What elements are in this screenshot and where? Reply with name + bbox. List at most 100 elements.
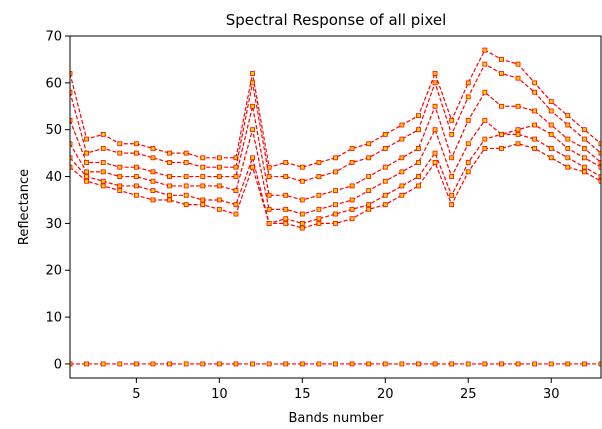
series-4-point	[150, 188, 156, 194]
series-5-point	[283, 220, 289, 226]
series-5-point	[465, 169, 471, 175]
series-4-point	[582, 164, 587, 170]
series-line-1	[70, 63, 601, 182]
series-5-point	[299, 225, 305, 231]
series-5-point	[183, 202, 189, 208]
series-1-point	[465, 94, 471, 100]
series-2-point	[84, 160, 89, 165]
series-2-point	[366, 174, 372, 179]
series-4-point	[84, 174, 89, 179]
series-0-point	[399, 122, 405, 128]
series-2-point	[167, 174, 172, 179]
series-6-point	[316, 361, 322, 367]
series-0-point	[150, 146, 156, 151]
series-1-point	[100, 146, 106, 151]
y-tick-label: 70	[45, 30, 62, 45]
series-3-point	[465, 141, 471, 147]
series-6-point	[216, 361, 222, 367]
series-0-point	[200, 155, 206, 161]
series-3-point	[532, 122, 538, 128]
series-3-point	[582, 155, 587, 161]
series-0-point	[449, 117, 455, 123]
series-1-point	[449, 131, 455, 137]
series-1-point	[117, 150, 123, 156]
series-6-point	[482, 361, 488, 367]
series-5-point	[482, 146, 488, 151]
series-6-point	[283, 361, 289, 367]
series-1-point	[70, 89, 73, 95]
series-4-point	[416, 174, 421, 179]
series-6-point	[100, 361, 106, 367]
series-1-point	[548, 108, 554, 114]
series-5-point	[565, 164, 571, 170]
series-1-point	[366, 155, 372, 161]
series-6-point	[548, 361, 554, 367]
series-2-point	[183, 174, 189, 179]
series-5-point	[70, 164, 73, 170]
y-axis-title: Reflectance	[17, 169, 32, 245]
series-1-point	[532, 89, 538, 95]
series-4-point	[283, 216, 289, 222]
series-0-point	[465, 80, 471, 86]
series-2-point	[598, 160, 601, 165]
series-0-point	[416, 113, 421, 119]
series-4-point	[216, 197, 222, 203]
chart-title: Spectral Response of all pixel	[226, 11, 447, 29]
series-line-2	[70, 91, 601, 201]
series-5-point	[117, 188, 123, 194]
series-5-point	[449, 202, 455, 208]
series-3-point	[316, 206, 322, 212]
series-0-point	[167, 150, 172, 156]
series-6-point	[499, 361, 504, 367]
series-5-point	[432, 160, 438, 165]
y-tick-label: 60	[45, 76, 62, 91]
series-5-point	[548, 155, 554, 161]
series-6-point	[117, 361, 123, 367]
series-3-point	[250, 127, 255, 133]
series-3-point	[349, 197, 355, 203]
series-5-point	[167, 197, 172, 203]
series-6-point	[183, 361, 189, 367]
series-4-point	[548, 146, 554, 151]
series-6-point	[515, 361, 521, 367]
series-1-point	[565, 122, 571, 128]
series-3-point	[167, 183, 172, 189]
y-tick-label: 20	[45, 264, 62, 279]
series-1-point	[382, 146, 388, 151]
series-6-point	[84, 361, 89, 367]
series-4-point	[133, 183, 139, 189]
series-2-point	[399, 155, 405, 161]
series-2-point	[133, 164, 139, 170]
series-6-point	[333, 361, 338, 367]
series-5-point	[499, 146, 504, 151]
series-0-point	[117, 141, 123, 147]
series-6-point	[167, 361, 172, 367]
series-6-point	[432, 361, 438, 367]
series-3-point	[399, 169, 405, 175]
series-1-point	[167, 160, 172, 165]
series-5-point	[349, 216, 355, 222]
series-0-point	[382, 131, 388, 137]
series-3-point	[333, 202, 338, 208]
series-6-point	[200, 361, 206, 367]
y-tick-label: 30	[45, 217, 62, 232]
series-5-point	[216, 206, 222, 212]
x-axis: 5 10 15 20 25 30	[132, 378, 559, 402]
series-3-point	[216, 183, 222, 189]
series-0-point	[366, 141, 372, 147]
x-tick-label: 10	[211, 387, 228, 402]
series-6-point	[582, 361, 587, 367]
series-4-point	[515, 131, 521, 137]
series-6-point	[133, 361, 139, 367]
series-2-point	[432, 103, 438, 109]
series-2-point	[150, 169, 156, 175]
series-6-point	[150, 361, 156, 367]
series-3-point	[548, 131, 554, 137]
series-4-point	[482, 136, 488, 142]
series-3-point	[515, 127, 521, 133]
series-0-point	[333, 155, 338, 161]
series-2-point	[233, 174, 239, 179]
series-4-point	[333, 211, 338, 217]
x-tick-label: 15	[294, 387, 311, 402]
